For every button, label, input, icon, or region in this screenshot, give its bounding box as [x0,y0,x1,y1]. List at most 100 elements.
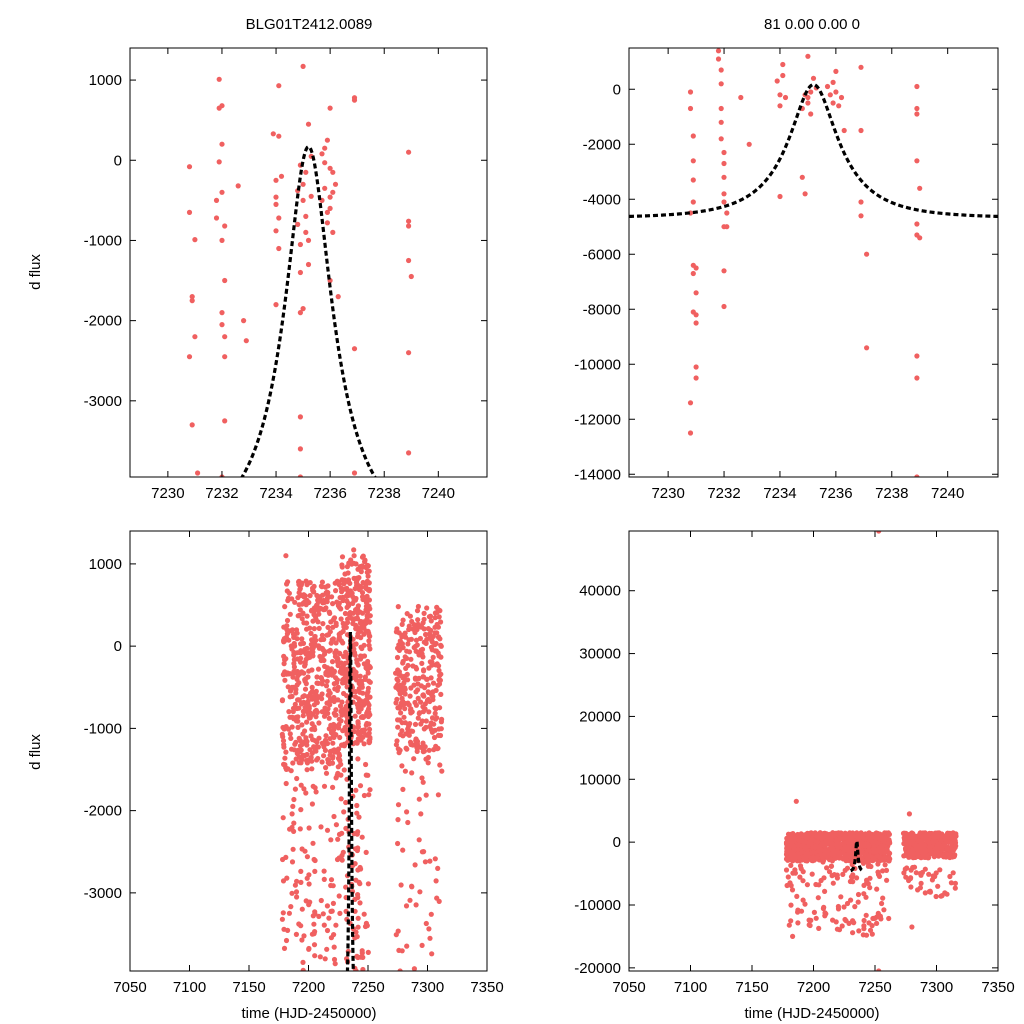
data-point [279,731,285,737]
data-point [286,709,292,715]
data-point [319,654,325,660]
data-point [290,846,296,852]
data-point [844,865,851,871]
data-point [420,704,426,710]
data-point [416,675,422,682]
data-point [352,713,358,719]
data-point [326,715,332,721]
data-point [421,667,427,673]
data-point [858,127,864,134]
plot-frame [129,47,488,478]
data-point [287,694,293,700]
data-point [327,165,333,171]
data-point [222,418,228,424]
data-point [318,824,324,830]
data-point [362,674,368,680]
data-point [352,861,358,867]
data-point [844,900,851,907]
data-point [195,470,201,476]
data-point [273,228,279,234]
data-point [816,882,822,888]
data-point [328,935,334,941]
data-point [295,724,301,731]
data-point [351,547,357,553]
data-point [415,715,421,721]
data-point [324,137,330,143]
data-point [830,880,836,886]
data-point [790,849,796,855]
data-point [303,681,309,687]
data-point [422,859,428,865]
data-point [718,67,724,73]
data-point [291,640,297,647]
data-point [327,194,333,200]
data-point [864,841,871,847]
data-point [280,910,286,916]
data-point [330,624,336,630]
data-point [318,897,324,904]
data-point [319,151,325,157]
data-point [324,209,330,215]
data-point [355,892,361,898]
data-point [337,910,343,917]
data-point [322,160,328,166]
data-point [329,748,335,754]
data-point [428,644,434,650]
data-point [914,158,920,164]
data-point [315,605,321,611]
data-point [935,883,941,889]
data-point [317,954,323,960]
data-point [430,680,437,686]
data-point [428,911,434,917]
data-point [289,627,295,633]
data-point [284,588,290,594]
data-point [360,966,366,971]
data-point [415,603,421,610]
data-point [303,229,309,235]
data-point [399,763,405,769]
data-point [322,185,328,191]
data-point [437,705,443,711]
data-point [425,760,431,766]
data-point [408,273,414,280]
y-tick-label: 0 [114,152,122,169]
data-point [319,579,325,585]
data-point [318,645,324,651]
data-point [360,954,366,961]
data-point [350,620,356,627]
data-point [331,944,337,950]
data-point [285,670,291,676]
data-point [355,924,361,930]
data-point [795,842,801,849]
data-points [783,531,959,971]
data-point [435,732,442,739]
data-point [432,615,438,621]
data-point [400,617,406,623]
data-point [805,100,811,106]
data-point [364,613,370,619]
data-point [328,640,334,646]
data-point [935,833,941,839]
data-point [949,831,955,837]
data-point [826,869,833,875]
data-point [914,474,920,477]
data-point [310,585,316,591]
data-point [365,881,371,887]
data-point [830,100,836,106]
data-point [331,956,338,963]
data-point [902,866,908,872]
data-point [906,848,912,855]
data-point [430,689,436,695]
data-point [858,199,864,205]
data-point [297,738,303,744]
data-point [875,869,881,875]
data-point [785,874,791,880]
data-point [413,648,419,654]
data-point [283,749,289,755]
data-point [309,766,315,772]
data-point [849,837,855,843]
data-point [875,840,881,846]
data-point [289,859,296,865]
data-point [426,926,432,932]
data-point [300,967,306,971]
